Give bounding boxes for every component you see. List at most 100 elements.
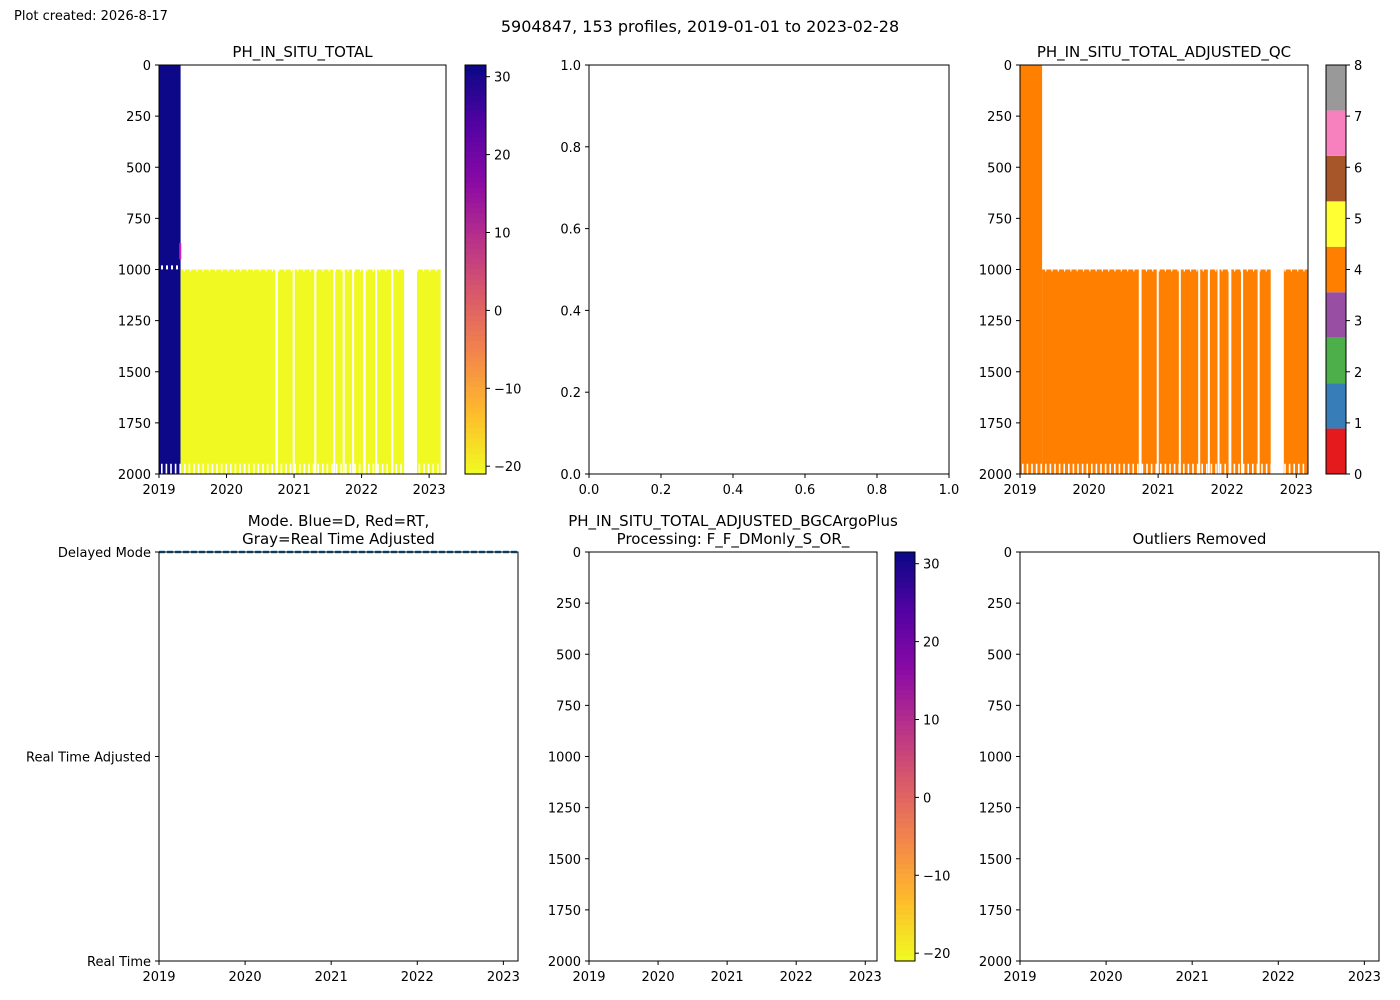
x-tick-label: 0.2 (651, 483, 672, 498)
profile-top-notch (252, 268, 255, 272)
profile-top-notch (404, 268, 406, 272)
profile-top-notch (397, 268, 400, 272)
profile-bottom-notch (1058, 463, 1061, 474)
profile-gap (1207, 268, 1210, 474)
profile-bottom-notch (345, 463, 347, 474)
y-tick-label: 1250 (979, 802, 1012, 817)
colorbar-band (465, 351, 486, 358)
profile-top-notch (1171, 268, 1173, 272)
profile-bottom-notch (1086, 463, 1088, 474)
colorbar-band (895, 863, 915, 870)
panel-empty: 0.0 0.2 0.4 0.6 0.8 1.0 0.0 0.2 0.4 0.6 0.8 1.0 (560, 59, 959, 498)
profile-top-notch (1202, 268, 1204, 272)
x-tick-label: 2023 (849, 970, 882, 985)
colorbar-band (465, 289, 486, 296)
colorbar-band (465, 422, 486, 429)
colorbar-band (895, 955, 915, 962)
colorbar-band (895, 582, 915, 589)
profile-bottom-notch (414, 463, 416, 474)
profile-top-notch (1240, 268, 1242, 272)
x-tick-label: 2022 (401, 970, 434, 985)
colorbar-band (895, 802, 915, 809)
colorbar-tick-label: 0 (494, 304, 502, 319)
colorbar-band (465, 162, 486, 168)
profile-bottom-notch (1114, 463, 1116, 474)
profile-top-notch (1183, 268, 1185, 272)
profile-bottom-notch (340, 463, 342, 474)
profile-top-notch (265, 268, 267, 272)
colorbar-tick-label: 20 (494, 149, 511, 164)
profile-bottom-notch (1155, 463, 1157, 474)
profile-bottom-notch (1178, 463, 1180, 474)
axes-frame (1019, 551, 1380, 962)
profile-bottom-notch (354, 463, 356, 474)
early-gap-tick (166, 265, 168, 270)
colorbar-band (465, 197, 486, 204)
profile-bottom-notch (216, 463, 218, 474)
profile-top-notch (315, 268, 318, 272)
colorbar-band (895, 828, 915, 834)
panel-subtitle: Gray=Real Time Adjusted (242, 530, 435, 548)
colorbar-band (465, 387, 486, 393)
profile-top-notch (1082, 268, 1085, 272)
colorbar-band (895, 608, 915, 614)
colorbar-band (465, 315, 486, 322)
colorbar-band (1326, 292, 1346, 338)
profile-top-notch (1271, 268, 1274, 272)
colorbar-band (465, 433, 486, 439)
x-tick-label: 0.8 (867, 483, 888, 498)
profile-bottom-notch (1196, 463, 1199, 474)
profile-top-notch (1120, 268, 1122, 272)
y-tick-label: 500 (126, 161, 151, 176)
colorbar-band (895, 884, 915, 891)
x-tick-label: 2019 (142, 483, 175, 498)
profile-top-notch (1196, 268, 1198, 272)
colorbar-band (895, 899, 915, 906)
y-tick-label: 1500 (979, 366, 1012, 381)
profile-top-notch (1284, 268, 1286, 272)
profile-bottom-notch (1206, 463, 1208, 474)
profile-bottom-notch (170, 463, 172, 474)
profile-top-notch (183, 268, 185, 272)
profile-bottom-notch (266, 463, 269, 474)
y-tick-label: 2000 (118, 468, 151, 483)
profile-bottom-notch (276, 463, 278, 474)
y-tick-label: 0.6 (560, 223, 581, 238)
colorbar-band (465, 407, 486, 414)
colorbar-band (465, 325, 486, 332)
colorbar-band (465, 157, 486, 163)
colorbar-band (465, 468, 486, 475)
profile-top-notch (1265, 268, 1267, 272)
profile-bottom-notch (1224, 463, 1226, 474)
colorbar-band (895, 679, 915, 686)
profile-top-notch (1303, 268, 1305, 272)
x-tick-label: 2021 (278, 483, 311, 498)
colorbar-band (895, 853, 915, 860)
profile-top-notch (1127, 268, 1129, 272)
profile-gap (292, 268, 295, 474)
profile-bottom-notch (349, 463, 352, 474)
profile-bottom-notch (1247, 463, 1249, 474)
profile-top-notch (1057, 268, 1059, 272)
colorbar-band (465, 116, 486, 122)
profile-bottom-notch (1077, 463, 1079, 474)
profile-bottom-notch (280, 463, 283, 474)
colorbar: 30 20 10 0 −10 −20 (464, 64, 521, 475)
profile-top-notch (328, 268, 330, 272)
x-tick-label: 1.0 (939, 483, 960, 498)
profile-top-notch (1133, 268, 1135, 272)
profile-bottom-notch (1201, 463, 1203, 474)
profile-bottom-notch (285, 463, 287, 474)
colorbar-band (465, 141, 486, 148)
panel-title: Mode. Blue=D, Red=RT, (248, 512, 430, 530)
profile-bottom-notch (1242, 463, 1245, 474)
x-tick-label: 0.0 (579, 483, 600, 498)
colorbar-band (465, 269, 486, 276)
panel-outliers: Outliers Removed 2019 2020 2021 2022 2023 0 250… (979, 530, 1381, 985)
x-tick-label: 2019 (1003, 483, 1036, 498)
profile-bottom-notch (1022, 463, 1024, 474)
colorbar-band (1326, 155, 1346, 202)
y-tick-label: Real Time Adjusted (26, 751, 151, 766)
profile-bottom-notch (1160, 463, 1162, 474)
colorbar-tick-label: 8 (1354, 59, 1362, 74)
